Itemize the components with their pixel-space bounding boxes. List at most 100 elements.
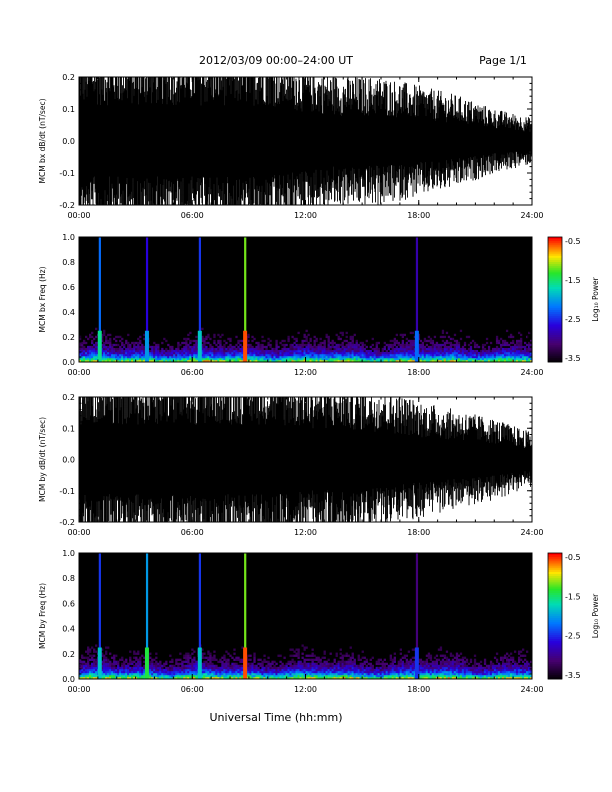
spectrogram-cell: [379, 670, 382, 674]
y-tick-label: 0.0: [62, 137, 75, 146]
spectrogram-cell: [331, 662, 334, 666]
spectrogram-cell: [219, 668, 222, 672]
spectrogram-cell: [509, 652, 513, 655]
spectrogram-cell: [219, 351, 222, 355]
spectrogram-cell: [497, 351, 501, 355]
spectrogram-cell: [321, 656, 324, 659]
y-tick-label: 0.1: [62, 105, 75, 114]
spectrogram-cell: [195, 664, 198, 668]
spectrogram-cell: [365, 658, 368, 662]
spectrogram-cell: [119, 349, 122, 353]
spectrogram-cell: [449, 652, 453, 655]
spectrogram-cell: [403, 355, 407, 359]
spectrogram-cell: [297, 650, 300, 653]
spectrogram-cell: [439, 654, 443, 657]
spectrogram-cell: [113, 654, 116, 657]
spectrogram-cell: [131, 660, 134, 664]
colorbar-tick-label: -2.5: [565, 632, 581, 641]
spectrogram-cell: [345, 345, 348, 349]
spectrogram-cell: [491, 676, 495, 680]
spectrogram-cell: [365, 357, 368, 361]
spectrogram-cell: [205, 337, 208, 341]
spectrogram-cell: [107, 668, 110, 672]
spectrogram-cell: [527, 343, 531, 347]
spectrogram-cell: [399, 357, 403, 361]
spectrogram-cell: [491, 672, 495, 676]
spectrogram-cell: [219, 339, 222, 343]
spectrogram-cell: [530, 343, 533, 347]
colorbar-segment: [548, 586, 562, 590]
spectrogram-cell: [221, 347, 224, 351]
spectrogram-cell: [103, 343, 106, 347]
spectrogram-cell: [507, 355, 511, 359]
spectrogram-cell: [333, 658, 336, 662]
spectrogram-cell: [501, 660, 505, 664]
spectrogram-cell: [455, 670, 459, 674]
spectrogram-cell: [459, 355, 463, 359]
spectrogram-cell: [383, 357, 386, 361]
spectrogram-cell: [309, 676, 312, 680]
spectrogram-cell: [183, 674, 186, 678]
spectrogram-cell: [135, 351, 138, 355]
spectrogram-cell: [305, 359, 308, 363]
spectrogram-cell: [195, 353, 198, 357]
spectrogram-cell: [115, 343, 118, 347]
spectrogram-cell: [505, 355, 509, 359]
spectrogram-cell: [519, 343, 523, 347]
spectrogram-cell: [497, 347, 501, 351]
spectrogram-cell: [187, 654, 190, 657]
spectrogram-cell: [187, 664, 190, 668]
spectrogram-cell: [467, 347, 471, 351]
spectrogram-cell: [253, 660, 256, 664]
spectrogram-cell: [315, 668, 318, 672]
spectrogram-cell: [289, 664, 292, 668]
spectrogram-cell: [329, 345, 332, 349]
spectrogram-cell: [307, 343, 310, 347]
spectrogram-cell: [87, 672, 90, 676]
spectrogram-cell: [293, 345, 296, 349]
spectrogram-cell: [339, 355, 342, 359]
colorbar-segment: [548, 592, 562, 596]
colorbar-tick-label: -1.5: [565, 276, 581, 285]
spectrogram-cell: [203, 339, 206, 343]
spectrogram-cell: [253, 664, 256, 668]
spectrogram-cell: [457, 676, 461, 680]
spectrogram-cell: [401, 359, 405, 363]
spectrogram-cell: [391, 662, 394, 666]
spectrogram-cell: [87, 648, 90, 651]
spectrogram-cell: [313, 654, 316, 657]
spectrogram-cell: [207, 351, 210, 355]
spectrogram-cell: [425, 660, 429, 664]
spectrogram-cell: [135, 341, 138, 345]
spectrogram-cell: [153, 355, 156, 359]
spectrogram-cell: [305, 654, 308, 657]
spectrogram-cell: [519, 337, 523, 341]
colorbar-segment: [548, 628, 562, 632]
spectrogram-cell: [259, 347, 262, 351]
spectrogram-cell: [191, 668, 194, 672]
spectrogram-cell: [339, 668, 342, 672]
spectrogram-cell: [513, 670, 517, 674]
spectrogram-cell: [371, 674, 374, 678]
spectrogram-cell: [383, 670, 386, 674]
spectrogram-cell: [143, 353, 146, 357]
spectrogram-cell: [289, 668, 292, 672]
spectrogram-cell: [381, 662, 384, 666]
spectrogram-cell: [319, 674, 322, 678]
spectrogram-cell: [263, 672, 266, 676]
spectrogram-cell: [249, 343, 252, 347]
spectrogram-cell: [315, 353, 318, 357]
spectrogram-cell: [441, 674, 445, 678]
spectrogram-cell: [225, 357, 228, 361]
spectrogram-cell: [435, 664, 439, 668]
colorbar-segment: [548, 578, 562, 581]
spectrogram-cell: [231, 662, 234, 666]
spectrogram-cell: [95, 664, 98, 668]
spectrogram-cell: [511, 341, 515, 345]
spectrogram-cell: [359, 672, 362, 676]
spectrogram-cell: [229, 347, 232, 351]
spectrogram-cell: [329, 674, 332, 678]
spectrogram-cell: [323, 341, 326, 345]
spectrogram-cell: [149, 660, 152, 664]
spectrogram-cell: [209, 656, 212, 659]
